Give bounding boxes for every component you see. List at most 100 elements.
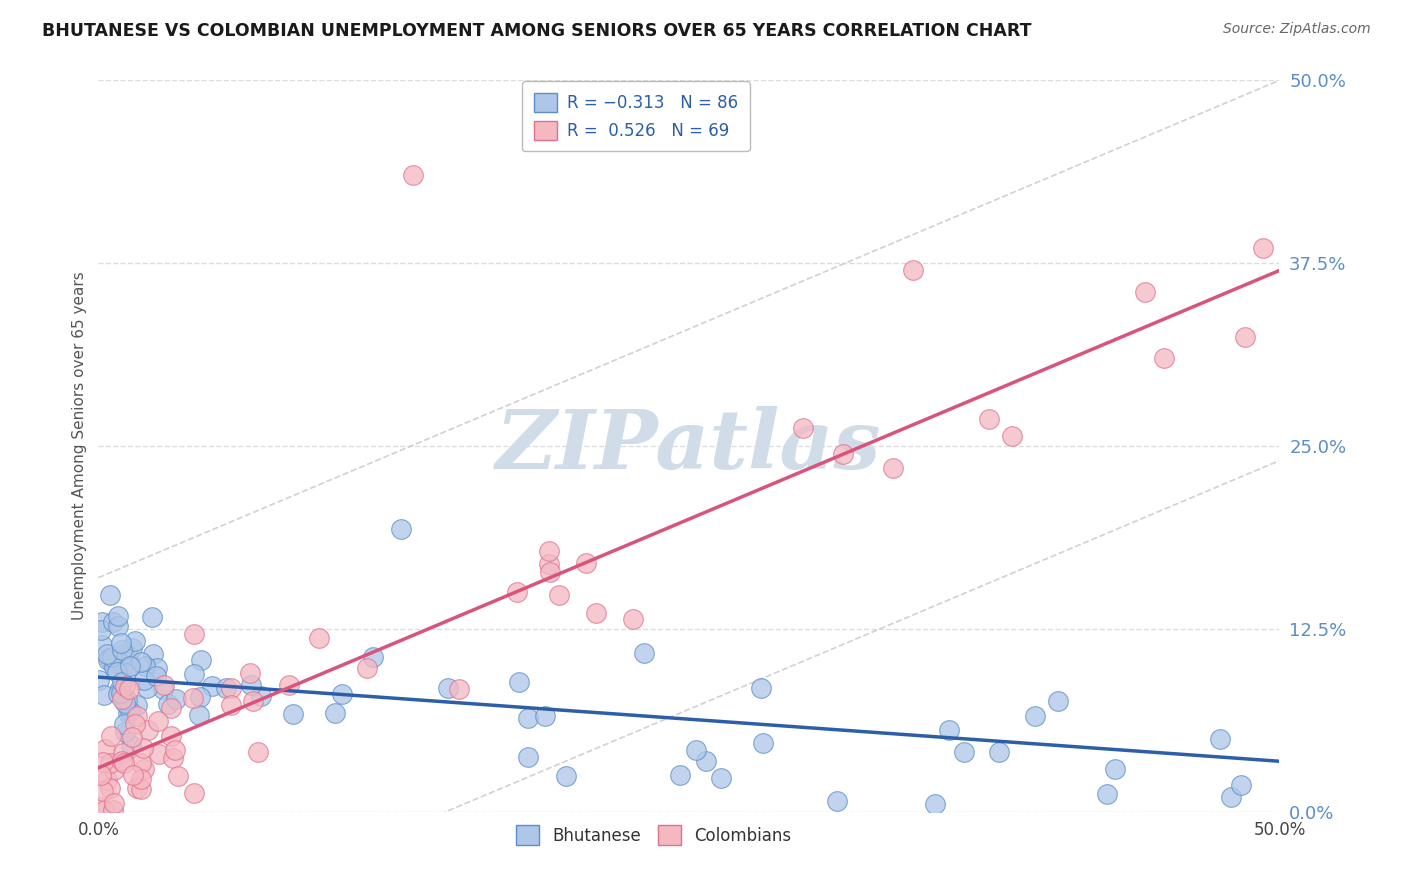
Colombians (114, 679, 136, 693)
Bhutanese (115, 666, 138, 681)
Bhutanese (135, 681, 157, 695)
Bhutanese (534, 709, 557, 723)
Colombians (537, 544, 560, 558)
Colombians (1135, 285, 1157, 299)
Bhutanese (1209, 731, 1232, 746)
Colombians (538, 558, 561, 572)
Bhutanese (188, 708, 211, 723)
Bhutanese (90, 615, 112, 630)
Bhutanese (96, 648, 118, 662)
Colombians (91, 783, 114, 797)
Bhutanese (165, 692, 187, 706)
Bhutanese (1024, 709, 1046, 723)
Bhutanese (110, 686, 132, 700)
Colombians (832, 447, 855, 461)
Bhutanese (111, 643, 134, 657)
Colombians (167, 769, 190, 783)
Bhutanese (112, 647, 135, 661)
Colombians (136, 723, 159, 737)
Colombians (356, 661, 378, 675)
Bhutanese (121, 640, 143, 655)
Bhutanese (108, 682, 131, 697)
Colombians (1001, 428, 1024, 442)
Colombians (903, 263, 925, 277)
Colombians (90, 768, 112, 782)
Colombians (124, 717, 146, 731)
Bhutanese (330, 687, 353, 701)
Bhutanese (145, 669, 167, 683)
Bhutanese (118, 659, 141, 673)
Bhutanese (114, 724, 136, 739)
Colombians (401, 169, 423, 183)
Colombians (181, 691, 204, 706)
Colombians (162, 751, 184, 765)
Colombians (1253, 241, 1275, 255)
Bhutanese (101, 650, 124, 665)
Bhutanese (97, 653, 120, 667)
Bhutanese (117, 648, 139, 663)
Colombians (277, 678, 299, 692)
Colombians (506, 585, 529, 599)
Colombians (219, 681, 242, 695)
Colombians (100, 756, 122, 771)
Bhutanese (118, 704, 141, 718)
Bhutanese (141, 610, 163, 624)
Bhutanese (111, 674, 134, 689)
Bhutanese (325, 706, 347, 720)
Colombians (101, 803, 124, 817)
Bhutanese (695, 755, 717, 769)
Colombians (91, 755, 114, 769)
Bhutanese (89, 673, 111, 687)
Bhutanese (127, 698, 149, 712)
Colombians (882, 460, 904, 475)
Colombians (792, 421, 814, 435)
Bhutanese (190, 653, 212, 667)
Text: ZIPatlas: ZIPatlas (496, 406, 882, 486)
Bhutanese (924, 797, 946, 811)
Bhutanese (117, 706, 139, 720)
Bhutanese (749, 681, 772, 696)
Bhutanese (156, 697, 179, 711)
Colombians (585, 606, 607, 620)
Colombians (146, 714, 169, 728)
Bhutanese (938, 723, 960, 737)
Bhutanese (120, 738, 142, 752)
Colombians (112, 746, 135, 760)
Bhutanese (101, 615, 124, 630)
Bhutanese (283, 706, 305, 721)
Bhutanese (517, 711, 540, 725)
Bhutanese (114, 696, 136, 710)
Bhutanese (110, 636, 132, 650)
Colombians (575, 556, 598, 570)
Colombians (153, 678, 176, 692)
Bhutanese (146, 660, 169, 674)
Bhutanese (100, 656, 122, 670)
Bhutanese (361, 649, 384, 664)
Colombians (183, 786, 205, 800)
Colombians (148, 747, 170, 761)
Bhutanese (107, 687, 129, 701)
Legend: Bhutanese, Colombians: Bhutanese, Colombians (506, 815, 801, 855)
Colombians (621, 612, 644, 626)
Bhutanese (517, 749, 540, 764)
Colombians (89, 799, 111, 814)
Bhutanese (97, 650, 120, 665)
Bhutanese (105, 665, 128, 679)
Colombians (449, 682, 471, 697)
Bhutanese (152, 682, 174, 697)
Bhutanese (201, 679, 224, 693)
Colombians (977, 412, 1000, 426)
Bhutanese (633, 646, 655, 660)
Colombians (131, 782, 153, 797)
Bhutanese (555, 769, 578, 783)
Bhutanese (751, 737, 773, 751)
Bhutanese (190, 690, 212, 704)
Colombians (239, 666, 262, 681)
Colombians (129, 772, 152, 786)
Bhutanese (115, 693, 138, 707)
Bhutanese (112, 717, 135, 731)
Colombians (165, 742, 187, 756)
Colombians (111, 754, 134, 768)
Bhutanese (389, 522, 412, 536)
Colombians (160, 730, 183, 744)
